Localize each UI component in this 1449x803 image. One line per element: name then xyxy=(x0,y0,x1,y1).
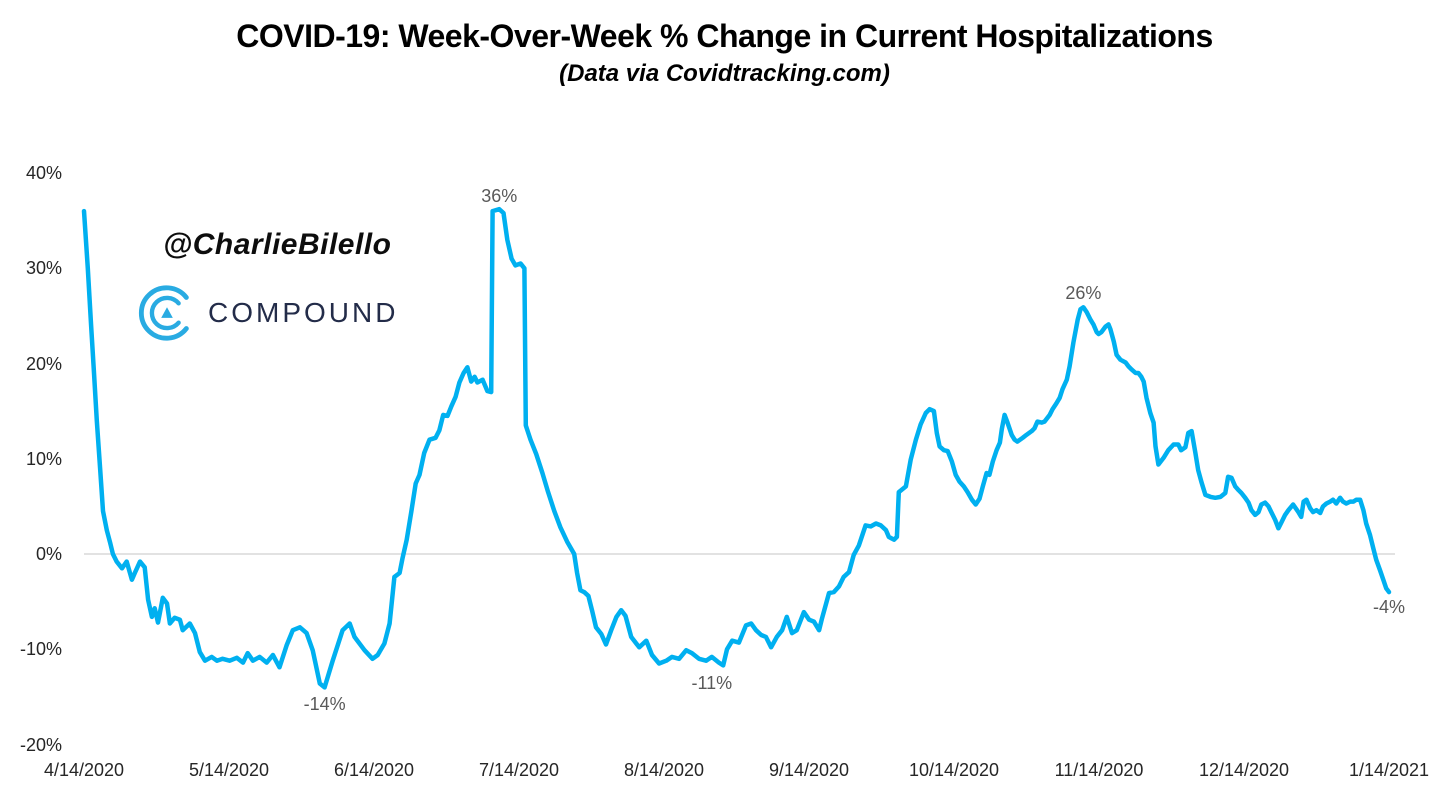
x-axis-tick-label: 10/14/2020 xyxy=(908,760,1000,780)
data-label-annotation: 26% xyxy=(1065,283,1102,304)
data-label-annotation: -4% xyxy=(1372,597,1405,618)
x-axis-tick-label: 9/14/2020 xyxy=(768,760,850,780)
chart-title: COVID-19: Week-Over-Week % Change in Cur… xyxy=(236,18,1213,54)
y-axis-tick-label: -20% xyxy=(19,734,62,755)
y-axis-tick-label: 10% xyxy=(25,448,62,469)
x-axis-tick-label: 5/14/2020 xyxy=(188,760,270,780)
x-axis-tick-label: 7/14/2020 xyxy=(478,760,560,780)
chart-subtitle: (Data via Covidtracking.com) xyxy=(559,60,890,87)
x-axis-tick-label: 8/14/2020 xyxy=(623,760,705,780)
data-label-annotation: -11% xyxy=(691,672,733,693)
compound-logo: COMPOUND xyxy=(136,280,398,346)
x-axis-tick-label: 6/14/2020 xyxy=(333,760,415,780)
data-label-annotation: 36% xyxy=(481,186,518,207)
x-axis-tick-label: 12/14/2020 xyxy=(1198,760,1290,780)
compound-logo-text: COMPOUND xyxy=(208,297,399,328)
x-axis-tick-label: 4/14/2020 xyxy=(43,760,125,780)
data-line-series xyxy=(81,206,1392,690)
y-axis-tick-label: 30% xyxy=(25,258,62,279)
data-label-annotation: -14% xyxy=(303,694,346,715)
compound-logo-icon xyxy=(138,285,189,341)
x-axis-tick-label: 11/14/2020 xyxy=(1054,760,1144,780)
y-axis-tick-label: 40% xyxy=(25,163,62,183)
x-axis-tick-label: 1/14/2021 xyxy=(1348,760,1430,780)
y-axis-tick-label: 20% xyxy=(25,353,62,374)
y-axis-tick-label: -10% xyxy=(19,639,62,660)
y-axis-tick-label: 0% xyxy=(35,544,62,564)
watermark-handle: @CharlieBilello xyxy=(163,228,392,261)
